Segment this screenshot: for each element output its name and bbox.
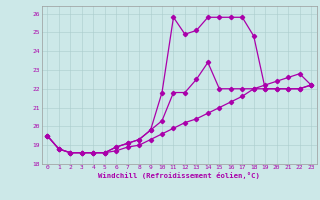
X-axis label: Windchill (Refroidissement éolien,°C): Windchill (Refroidissement éolien,°C) bbox=[98, 172, 260, 179]
